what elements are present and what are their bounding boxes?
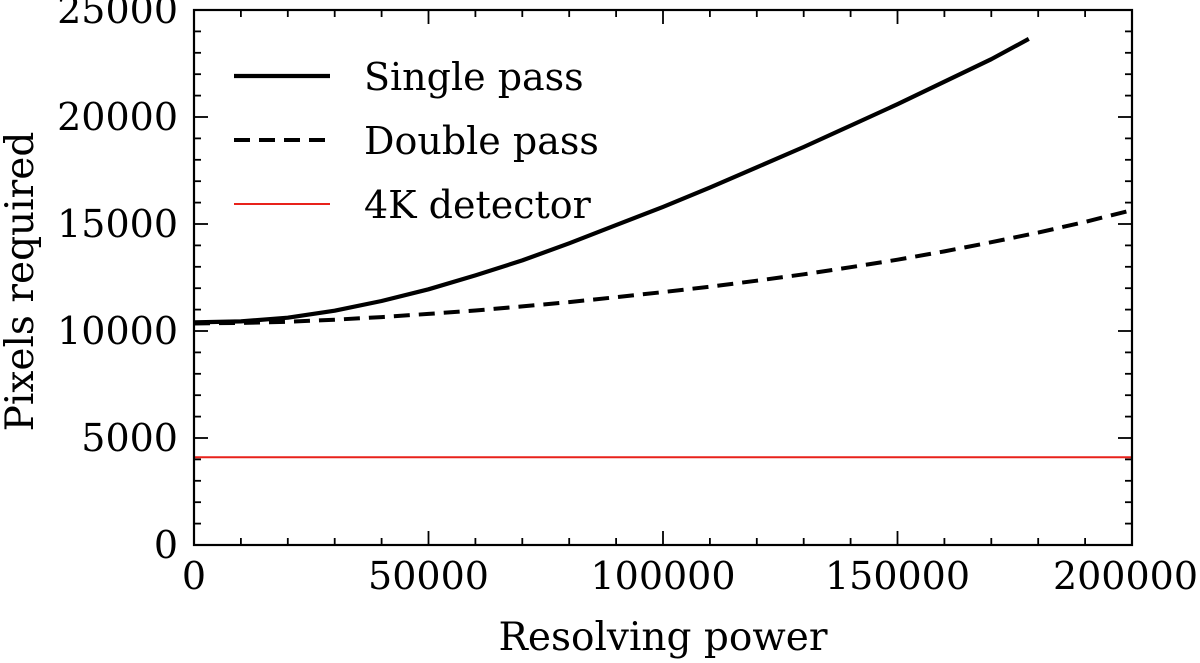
x-axis-title: Resolving power [499,615,828,660]
legend: Single pass Double pass 4K detector [234,55,599,227]
tick-labels: 0 50000 100000 150000 200000 0 5000 10000 15000 2… [57,0,1198,598]
y-tick-label: 5000 [81,416,178,460]
x-tick-label: 150000 [825,554,970,598]
legend-label: Single pass [364,55,584,99]
x-tick-label: 100000 [590,554,735,598]
x-tick-label: 0 [182,554,206,598]
legend-label: 4K detector [364,183,592,227]
y-axis-title: Pixels required [0,132,43,432]
x-tick-label: 200000 [1053,554,1198,598]
series-line-single-pass [194,37,1030,325]
y-tick-label: 10000 [57,309,178,353]
series-line-double-pass [194,208,1132,326]
y-tick-label: 25000 [57,0,178,32]
axis-ticks [193,9,1133,546]
y-tick-label: 15000 [57,202,178,246]
y-tick-label: 20000 [57,95,178,139]
x-tick-label: 50000 [368,554,489,598]
series-group [194,37,1132,459]
legend-label: Double pass [364,119,599,163]
y-tick-label: 0 [154,523,178,567]
plot-frame [192,8,1134,547]
